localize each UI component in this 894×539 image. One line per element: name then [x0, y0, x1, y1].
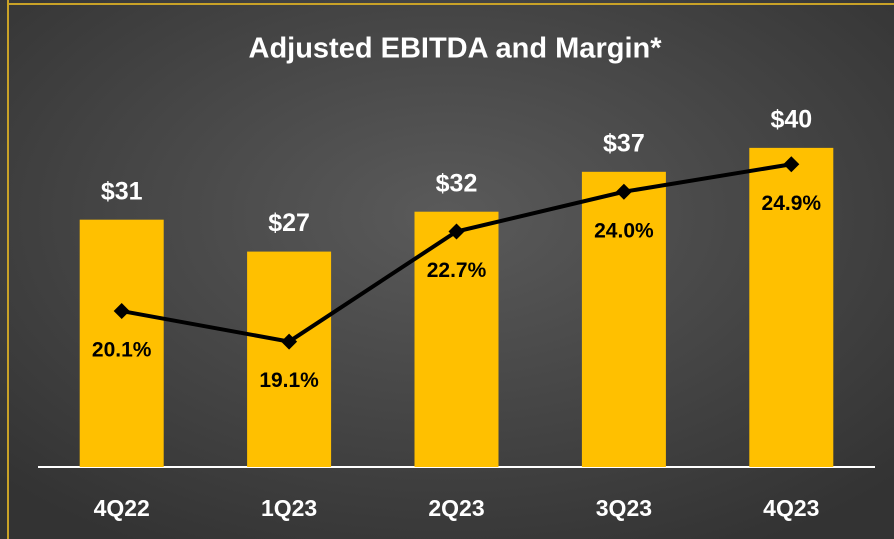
x-tick-label: 4Q23 [763, 495, 819, 521]
margin-marker [113, 303, 130, 320]
margin-marker [615, 183, 632, 200]
bar [749, 147, 834, 467]
x-tick-label: 3Q23 [596, 495, 652, 521]
bar [247, 251, 332, 467]
bar [79, 219, 164, 467]
chart-title: Adjusted EBITDA and Margin* [249, 33, 663, 65]
margin-marker [783, 156, 800, 173]
x-tick-label: 4Q22 [94, 495, 150, 521]
bar-value-label: $37 [603, 129, 645, 157]
bar-value-label: $27 [268, 209, 310, 237]
bar-value-label: $40 [770, 105, 812, 133]
x-tick-label: 1Q23 [261, 495, 317, 521]
margin-value-label: 24.0% [594, 219, 654, 242]
bar [414, 211, 499, 467]
margin-value-label: 20.1% [92, 339, 152, 362]
margin-value-label: 24.9% [762, 192, 822, 215]
bar-value-label: $31 [101, 177, 143, 205]
margin-marker [448, 223, 465, 240]
bar-value-label: $32 [436, 169, 478, 197]
margin-value-label: 22.7% [427, 259, 487, 282]
x-tick-label: 2Q23 [428, 495, 484, 521]
bar [581, 171, 666, 467]
margin-marker [281, 333, 298, 350]
margin-value-label: 19.1% [259, 369, 319, 392]
